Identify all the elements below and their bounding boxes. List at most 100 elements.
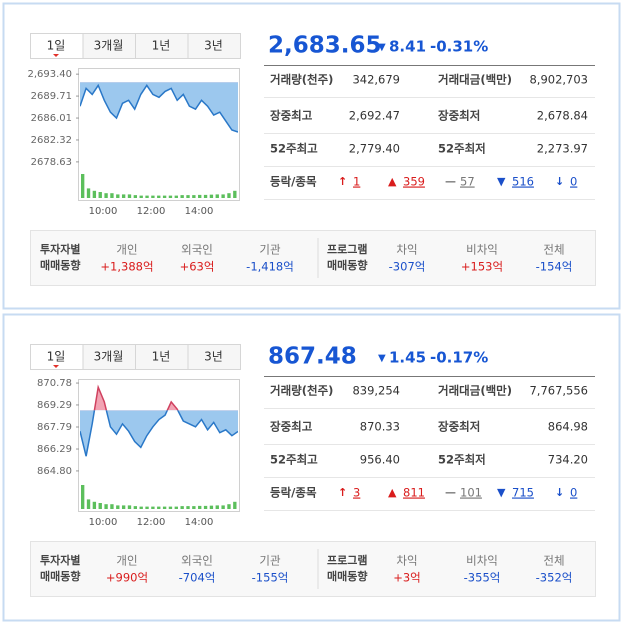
flow-label: 차익 <box>396 243 417 257</box>
volume-bar <box>86 499 91 509</box>
stat-label: 거래대금(백만) <box>438 73 512 87</box>
breadth-symbol: — <box>445 175 456 188</box>
tab-indicator <box>53 365 59 368</box>
market-panel: 1일 3개월 1년 3년 2,693.40 2689.71 2686.01 2682.32 26… <box>27 33 596 286</box>
flow-label: 개인 <box>116 554 137 568</box>
tab[interactable] <box>82 344 136 370</box>
stat-value: 956.40 <box>360 453 400 467</box>
volume-bar <box>198 194 202 198</box>
tab[interactable] <box>135 344 189 370</box>
breadth-count[interactable]: 3 <box>353 486 360 500</box>
volume-bar <box>203 505 208 509</box>
volume-bar <box>192 506 196 509</box>
volume-bar <box>174 506 178 509</box>
flow-value: -352억 <box>536 571 573 585</box>
y-tick-label: 869.29 <box>37 400 72 411</box>
breadth-symbol: ▲ <box>388 486 397 499</box>
tab-label[interactable]: 1년 <box>152 39 171 53</box>
volume-bar <box>157 506 161 509</box>
section-title: 프로그램 <box>327 242 367 256</box>
price-line <box>93 384 179 411</box>
index-price: 867.48 <box>268 344 357 370</box>
volume-bar <box>203 194 208 198</box>
volume-bar <box>162 195 167 198</box>
section-title: 매매동향 <box>327 258 367 272</box>
tab-label[interactable]: 1년 <box>152 350 171 364</box>
tab-label[interactable]: 3개월 <box>94 350 124 364</box>
flow-value: -154억 <box>536 260 573 274</box>
market-panel: 1일 3개월 1년 3년 870.78 869.29 867.79 866.29 864.80 1… <box>30 344 596 597</box>
section-title: 투자자별 <box>40 242 80 256</box>
section-title: 매매동향 <box>40 569 80 583</box>
stat-label: 장중최고 <box>270 420 313 434</box>
tab[interactable] <box>30 33 84 59</box>
area-down <box>80 82 238 133</box>
breadth-symbol: ▼ <box>497 486 506 499</box>
index-change: 1.45 <box>389 349 426 367</box>
tab-label[interactable]: 1일 <box>47 39 66 53</box>
tab[interactable] <box>135 33 189 59</box>
area-up <box>94 387 178 411</box>
y-tick-label: 2686.01 <box>31 113 72 124</box>
volume-bar <box>139 195 143 198</box>
volume-bar <box>98 503 102 509</box>
stat-value: 342,679 <box>352 73 400 87</box>
index-change-pct: -0.31% <box>430 38 488 56</box>
stat-label: 52주최고 <box>270 142 318 156</box>
stat-label: 거래대금(백만) <box>438 384 512 398</box>
breadth-count[interactable]: 0 <box>570 175 577 189</box>
flow-value: +990억 <box>106 571 148 585</box>
flow-label: 비차익 <box>466 554 498 568</box>
index-change-pct: -0.17% <box>430 349 488 367</box>
volume-bar <box>215 505 219 509</box>
breadth-symbol: ▼ <box>497 175 506 188</box>
volume-bar <box>198 505 202 509</box>
breadth-count[interactable]: 359 <box>403 175 425 189</box>
y-tick-label: 864.80 <box>37 466 72 477</box>
tab[interactable] <box>187 33 241 59</box>
stat-value: 870.33 <box>360 420 400 434</box>
breadth-symbol: ▲ <box>388 175 397 188</box>
section-title: 매매동향 <box>40 258 80 272</box>
index-price: 2,683.65 <box>268 33 382 59</box>
tab-indicator <box>53 54 59 57</box>
stat-value: 2,273.97 <box>537 142 588 156</box>
tab-label[interactable]: 3년 <box>204 350 223 364</box>
breadth-count[interactable]: 811 <box>403 486 425 500</box>
tab[interactable] <box>187 344 241 370</box>
stat-value: 8,902,703 <box>529 73 588 87</box>
x-tick-label: 10:00 <box>89 206 118 217</box>
breadth-count[interactable]: 715 <box>512 486 534 500</box>
flow-label: 비차익 <box>466 243 498 257</box>
volume-bar <box>121 505 126 509</box>
breadth-symbol: — <box>445 486 456 499</box>
volume-bar <box>110 193 114 198</box>
volume-bar <box>215 194 219 198</box>
stat-label: 52주최저 <box>438 142 486 156</box>
breadth-count[interactable]: 101 <box>460 486 482 500</box>
flow-value: +63억 <box>180 260 215 274</box>
volume-bar <box>221 505 225 509</box>
breadth-count[interactable]: 516 <box>512 175 534 189</box>
breadth-symbol: ↓ <box>555 175 564 188</box>
breadth-count[interactable]: 0 <box>570 486 577 500</box>
tab-label[interactable]: 3개월 <box>94 39 124 53</box>
volume-bar <box>192 195 196 198</box>
stat-value: 2,779.40 <box>349 142 400 156</box>
volume-bar <box>233 501 237 509</box>
y-tick-label: 867.79 <box>37 422 72 433</box>
change-arrow: ▼ <box>378 353 386 364</box>
volume-bar <box>209 194 214 198</box>
chart-frame <box>78 379 240 512</box>
tab[interactable] <box>82 33 136 59</box>
volume-bar <box>145 506 149 509</box>
flow-value: -307억 <box>389 260 426 274</box>
volume-bar <box>86 188 91 198</box>
volume-bar <box>116 505 120 509</box>
tab-label[interactable]: 1일 <box>47 350 66 364</box>
stat-label: 장중최저 <box>438 420 480 434</box>
tab-label[interactable]: 3년 <box>204 39 223 53</box>
breadth-count[interactable]: 57 <box>460 175 475 189</box>
breadth-count[interactable]: 1 <box>353 175 360 189</box>
